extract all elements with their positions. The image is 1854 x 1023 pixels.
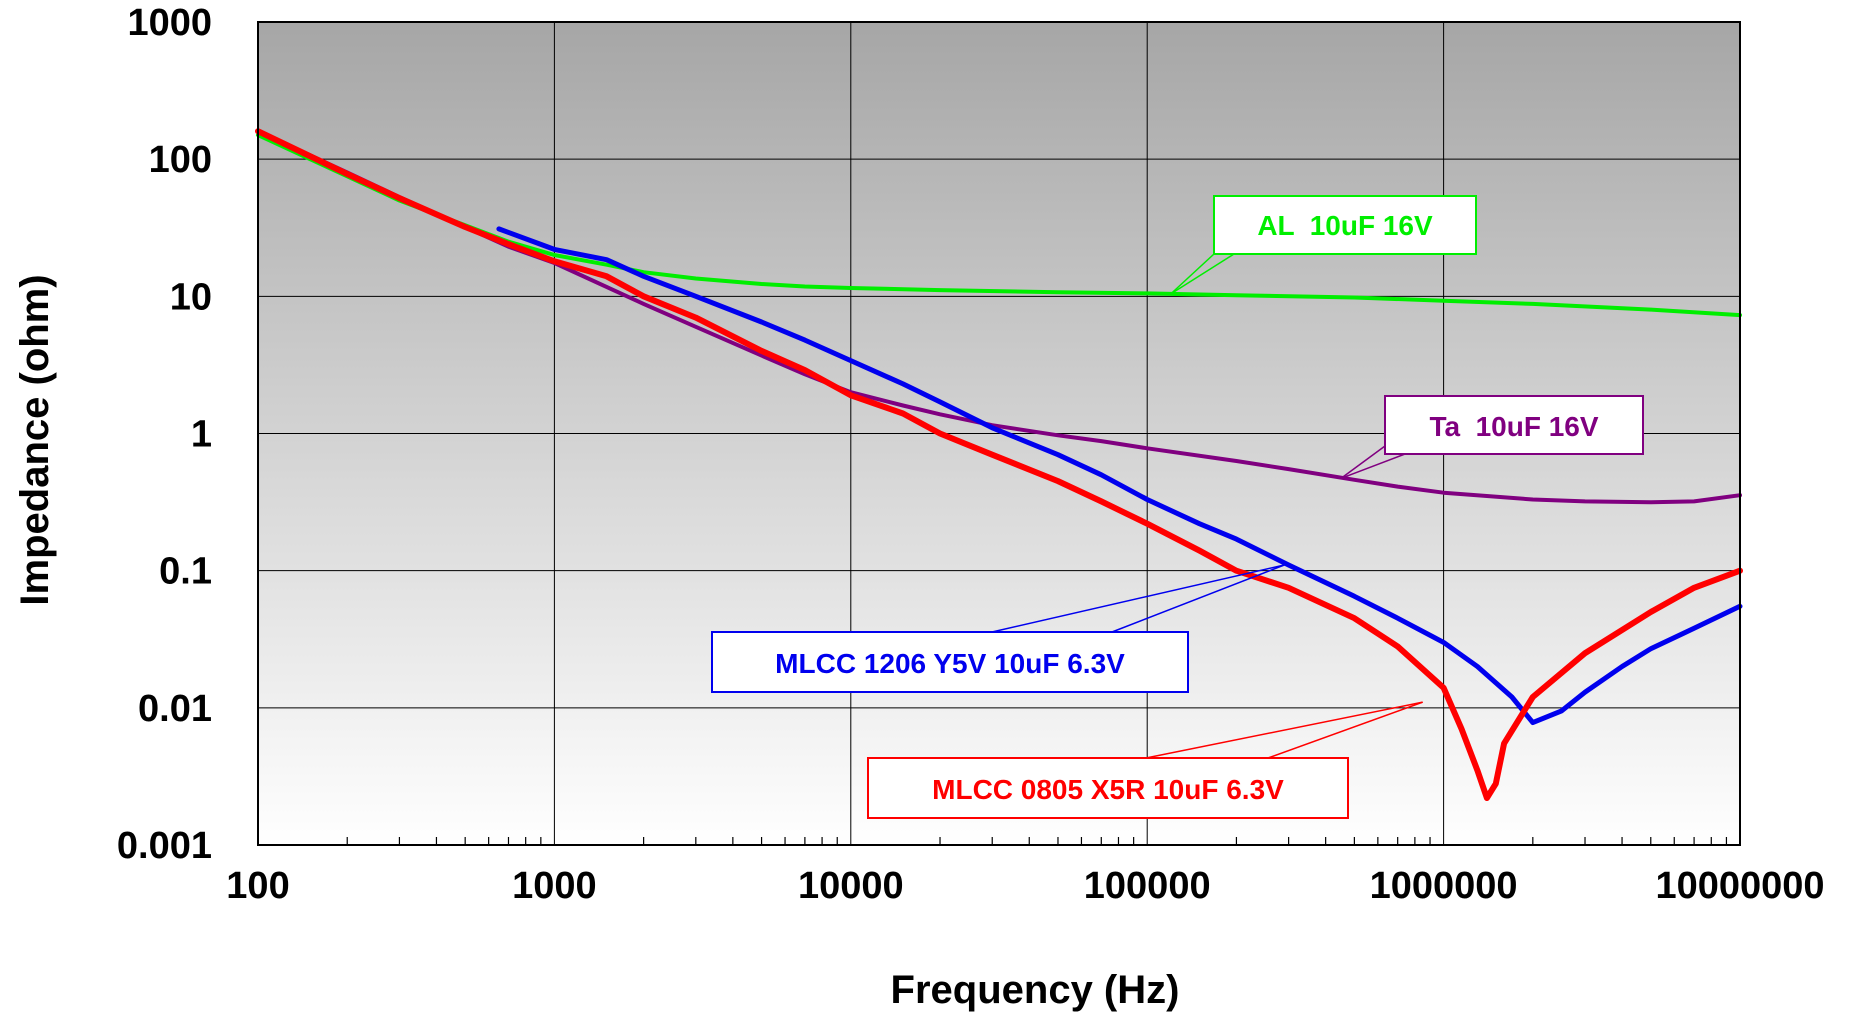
x-tick-label: 100000 bbox=[1084, 865, 1211, 907]
y-tick-label: 1000 bbox=[127, 2, 212, 44]
y-tick-labels: 1000 100 10 1 0.1 0.01 0.001 bbox=[117, 2, 212, 867]
series-line bbox=[496, 226, 1743, 726]
x-axis-title: Frequency (Hz) bbox=[891, 968, 1180, 1012]
x-tick-label: 100 bbox=[226, 865, 289, 907]
y-tick-label: 0.001 bbox=[117, 825, 212, 867]
y-tick-label: 10 bbox=[170, 276, 212, 318]
y-tick-label: 1 bbox=[191, 414, 212, 456]
y-tick-label: 0.01 bbox=[138, 688, 212, 730]
callout-label: AL 10uF 16V bbox=[1257, 210, 1433, 241]
callout-layer: AL 10uF 16V Ta 10uF 16V MLCC 1206 Y5V 10uF… bbox=[711, 195, 1644, 819]
callout-leader bbox=[1267, 701, 1423, 759]
x-tick-label: 1000000 bbox=[1370, 865, 1518, 907]
y-tick-label: 0.1 bbox=[159, 551, 212, 593]
y-tick-label: 100 bbox=[149, 139, 212, 181]
callout-leader bbox=[1340, 453, 1406, 480]
callout-box bbox=[711, 631, 1189, 693]
callout-leader bbox=[1340, 445, 1386, 480]
callout-leader bbox=[1111, 564, 1285, 633]
callout-box bbox=[1213, 195, 1477, 255]
callout-label: MLCC 1206 Y5V 10uF 6.3V bbox=[775, 648, 1125, 679]
callout-label: Ta 10uF 16V bbox=[1429, 411, 1598, 442]
x-tick-labels: 100 1000 10000 100000 1000000 10000000 bbox=[226, 865, 1824, 907]
callout-label: MLCC 0805 X5R 10uF 6.3V bbox=[932, 774, 1284, 805]
plot-frame bbox=[257, 21, 1741, 846]
x-tick-label: 10000 bbox=[798, 865, 904, 907]
callout-leader bbox=[991, 564, 1285, 633]
callout-box bbox=[1384, 395, 1644, 455]
series-layer bbox=[255, 128, 1743, 801]
y-axis-title: Impedance (ohm) bbox=[13, 274, 57, 605]
x-tick-label: 1000 bbox=[512, 865, 597, 907]
callout-leader bbox=[1170, 253, 1215, 295]
minor-ticks bbox=[346, 837, 1728, 845]
callout-leader bbox=[1145, 701, 1423, 759]
callout-box bbox=[867, 757, 1349, 819]
series-line bbox=[255, 128, 1743, 801]
x-tick-label: 10000000 bbox=[1655, 865, 1824, 907]
callout-leader bbox=[1170, 253, 1235, 295]
